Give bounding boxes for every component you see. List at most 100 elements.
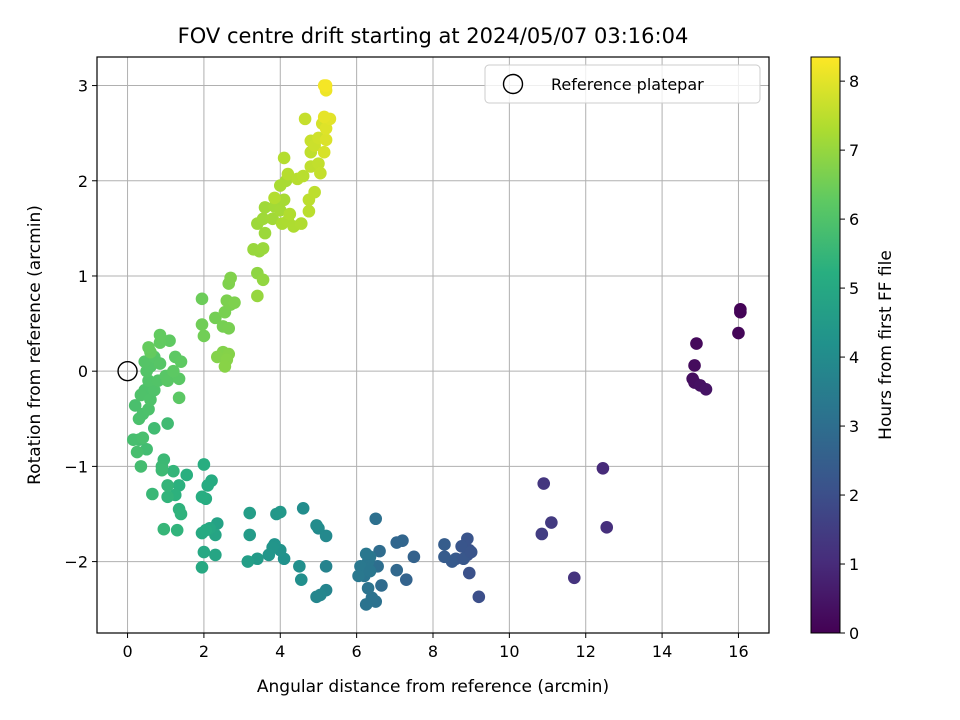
data-point (180, 468, 194, 482)
data-point (174, 355, 188, 368)
data-point (438, 550, 451, 564)
legend-label: Reference platepar (551, 75, 704, 94)
data-point (142, 341, 155, 354)
data-point (174, 507, 188, 521)
data-point (690, 337, 703, 350)
data-point (142, 374, 155, 388)
data-point (134, 460, 148, 473)
data-point (243, 528, 257, 542)
reference-point (117, 360, 138, 382)
data-point (201, 479, 215, 492)
data-point (258, 226, 272, 240)
data-point (600, 521, 614, 534)
data-point (310, 590, 323, 604)
data-point (699, 382, 713, 396)
data-point (266, 212, 279, 226)
data-point (172, 391, 186, 405)
legend-marker (502, 73, 524, 95)
data-point (390, 563, 404, 577)
x-tick-label: 2 (199, 642, 209, 661)
colorbar-tick-label: 3 (849, 417, 859, 436)
x-axis-label: Angular distance from reference (arcmin) (257, 677, 609, 697)
data-point (130, 445, 144, 459)
data-point (146, 487, 159, 501)
colorbar-tick-label: 6 (849, 210, 859, 229)
data-point (361, 581, 375, 595)
colorbar-tick-label: 5 (849, 279, 859, 298)
colorbar-tick-label: 1 (849, 555, 859, 574)
legend-box (484, 64, 761, 104)
data-point (281, 167, 295, 181)
data-point (732, 326, 745, 340)
data-point (195, 292, 209, 306)
legend: Reference platepar (484, 64, 761, 104)
data-point (373, 544, 386, 558)
data-point (317, 110, 331, 124)
data-point (195, 561, 209, 574)
data-point (241, 555, 255, 568)
data-point (302, 204, 316, 218)
data-point (359, 547, 373, 561)
data-point (197, 329, 211, 343)
data-point (464, 545, 478, 559)
data-point (161, 417, 174, 430)
data-point (199, 523, 213, 537)
data-point (567, 571, 581, 585)
data-point (314, 166, 327, 180)
data-point (293, 560, 306, 573)
data-point (153, 328, 167, 342)
data-point (138, 355, 152, 368)
data-point (210, 350, 224, 364)
colorbar-tick-label: 0 (849, 624, 859, 643)
data-point (195, 490, 209, 504)
reference-marker (117, 360, 138, 382)
data-point (268, 191, 281, 205)
data-point (734, 305, 747, 319)
data-point (294, 217, 308, 230)
data-point (273, 203, 287, 217)
data-point (294, 573, 308, 586)
data-point (195, 318, 209, 331)
data-point (197, 458, 211, 471)
data-point (256, 212, 270, 226)
data-point (222, 322, 236, 335)
data-point (161, 374, 174, 388)
data-point (153, 357, 167, 370)
data-point (319, 560, 333, 573)
colorbar: 0 1 2 3 4 5 6 7 8 Hours from first FF file (810, 56, 896, 643)
data-point (136, 431, 150, 445)
data-point (596, 461, 610, 475)
colorbar-label: Hours from first FF file (876, 250, 896, 440)
data-point (134, 388, 148, 402)
data-point (472, 590, 486, 604)
colorbar-tick-label: 4 (849, 348, 859, 367)
y-axis-ticks: −2 −1 0 1 2 3 (64, 77, 97, 572)
data-point (438, 538, 451, 551)
data-point (247, 243, 260, 256)
data-point (462, 566, 476, 580)
data-point (140, 442, 153, 456)
x-axis-ticks: 0 2 4 6 8 10 12 14 16 (122, 633, 749, 661)
data-point (369, 512, 383, 526)
data-point (243, 506, 257, 520)
data-point (310, 519, 323, 532)
data-point (319, 122, 333, 135)
data-point (296, 169, 310, 183)
data-point (319, 529, 333, 543)
colorbar-tick-label: 7 (849, 141, 859, 160)
data-point (147, 422, 161, 435)
data-point (399, 573, 413, 586)
data-point (308, 185, 321, 199)
data-point (126, 433, 140, 447)
data-point (155, 463, 169, 477)
data-point (218, 360, 232, 373)
data-point (197, 545, 211, 559)
data-point (537, 477, 551, 490)
data-point (228, 296, 241, 309)
x-tick-label: 16 (728, 642, 748, 661)
data-point (251, 289, 264, 303)
y-tick-label: 3 (78, 77, 88, 96)
data-point (172, 479, 186, 492)
data-point (363, 564, 377, 578)
